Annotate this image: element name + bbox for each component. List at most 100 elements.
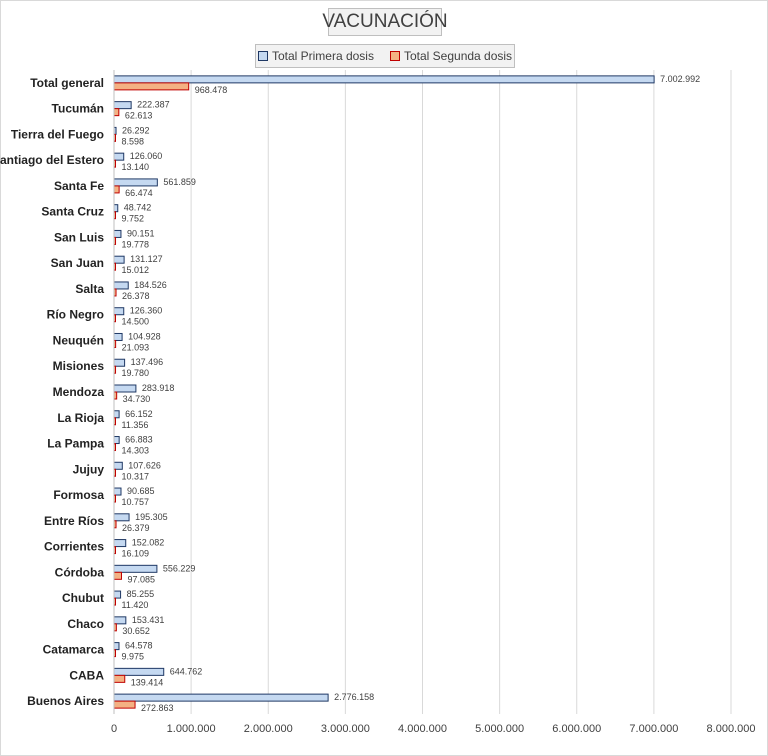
category-label: San Juan [51, 256, 104, 270]
data-label-segunda: 26.378 [122, 291, 150, 301]
category-label: CABA [69, 668, 104, 682]
bar-primera-dosis [113, 152, 125, 161]
x-tick-label: 5.000.000 [475, 723, 524, 735]
data-label-primera: 104.928 [128, 331, 161, 341]
data-label-segunda: 14.303 [122, 446, 150, 456]
category-label: Misiones [53, 359, 105, 373]
data-label-segunda: 34.730 [123, 394, 151, 404]
data-label-primera: 90.151 [127, 228, 155, 238]
bar-segunda-dosis [113, 82, 190, 91]
chart-title: VACUNACIÓN [322, 11, 448, 32]
bar-segunda-dosis [113, 674, 126, 683]
data-label-primera: 644.762 [170, 666, 203, 676]
data-label-segunda: 62.613 [125, 111, 153, 121]
data-label-primera: 85.255 [127, 589, 155, 599]
legend-label-primera: Total Primera dosis [271, 49, 374, 63]
category-label: Neuquén [53, 333, 104, 347]
bar-primera-dosis [113, 487, 122, 496]
data-label-segunda: 16.109 [122, 549, 150, 559]
bar-primera-dosis [113, 693, 329, 702]
bar-segunda-dosis [113, 700, 136, 709]
data-label-segunda: 10.757 [122, 497, 150, 507]
bar-primera-dosis [113, 358, 126, 367]
category-label: Salta [75, 282, 104, 296]
category-label: San Luis [54, 230, 104, 244]
bar-primera-dosis [113, 590, 122, 599]
data-label-primera: 64.578 [125, 641, 153, 651]
category-label: Santa Cruz [41, 205, 104, 219]
bar-segunda-dosis [113, 185, 120, 194]
data-label-primera: 126.360 [130, 306, 163, 316]
data-label-segunda: 139.414 [131, 677, 164, 687]
data-label-segunda: 8.598 [122, 136, 145, 146]
bar-primera-dosis [113, 461, 123, 470]
bar-primera-dosis [113, 75, 655, 84]
data-label-segunda: 11.420 [122, 600, 149, 610]
data-label-segunda: 97.085 [127, 574, 155, 584]
data-label-primera: 283.918 [142, 383, 175, 393]
category-label: Tierra del Fuego [11, 127, 104, 141]
bar-primera-dosis [113, 281, 129, 290]
bar-primera-dosis [113, 332, 123, 341]
x-tick-label: 4.000.000 [398, 723, 447, 735]
bar-primera-dosis [113, 178, 158, 187]
bar-primera-dosis [113, 616, 127, 625]
category-label: La Rioja [57, 411, 104, 425]
bar-primera-dosis [113, 307, 125, 316]
data-label-primera: 66.152 [125, 409, 153, 419]
data-label-primera: 561.859 [163, 177, 196, 187]
bar-segunda-dosis [113, 108, 120, 117]
data-label-segunda: 272.863 [141, 703, 174, 713]
bar-primera-dosis [113, 539, 127, 548]
data-label-primera: 48.742 [124, 203, 152, 213]
x-tick-label: 7.000.000 [629, 723, 678, 735]
data-label-segunda: 30.652 [122, 626, 150, 636]
data-label-primera: 153.431 [132, 615, 165, 625]
x-tick-label: 3.000.000 [321, 723, 370, 735]
x-tick-label: 8.000.000 [707, 723, 756, 735]
data-label-primera: 152.082 [132, 538, 165, 548]
data-label-segunda: 19.778 [122, 239, 150, 249]
data-label-primera: 556.229 [163, 563, 196, 573]
data-label-segunda: 26.379 [122, 523, 150, 533]
data-label-primera: 66.883 [125, 435, 153, 445]
data-label-primera: 222.387 [137, 100, 170, 110]
x-tick-label: 6.000.000 [552, 723, 601, 735]
bar-primera-dosis [113, 513, 130, 522]
category-label: Formosa [53, 488, 104, 502]
data-label-segunda: 9.752 [122, 214, 145, 224]
data-label-segunda: 968.478 [195, 85, 228, 95]
data-label-segunda: 9.975 [122, 652, 145, 662]
bar-primera-dosis [113, 229, 122, 238]
category-label: Río Negro [47, 308, 104, 322]
chart-title-box: VACUNACIÓN [322, 8, 448, 36]
bar-segunda-dosis [113, 571, 122, 580]
category-label: Chubut [62, 591, 104, 605]
data-label-segunda: 66.474 [125, 188, 153, 198]
bar-primera-dosis [113, 642, 120, 651]
data-label-segunda: 14.500 [122, 317, 150, 327]
data-label-primera: 137.496 [131, 357, 164, 367]
data-label-primera: 26.292 [122, 125, 150, 135]
category-label: La Pampa [47, 437, 104, 451]
bar-primera-dosis [113, 436, 120, 445]
legend-swatch-primera [257, 51, 268, 61]
data-label-primera: 7.002.992 [660, 74, 700, 84]
data-label-primera: 131.127 [130, 254, 163, 264]
legend-label-segunda: Total Segunda dosis [403, 49, 513, 63]
legend-swatch-segunda [389, 51, 400, 61]
data-label-primera: 195.305 [135, 512, 168, 522]
data-label-segunda: 13.140 [122, 162, 150, 172]
category-label: Catamarca [43, 643, 105, 657]
category-label: Buenos Aires [27, 694, 104, 708]
bar-primera-dosis [113, 255, 125, 264]
data-label-segunda: 11.356 [122, 420, 149, 430]
legend: Total Primera dosis Total Segunda dosis [255, 44, 515, 68]
category-label: Total general [30, 76, 104, 90]
category-label: Corrientes [44, 540, 104, 554]
category-label: Chaco [67, 617, 104, 631]
x-tick-label: 0 [111, 723, 117, 735]
bar-primera-dosis [113, 410, 120, 419]
category-label: Mendoza [53, 385, 105, 399]
